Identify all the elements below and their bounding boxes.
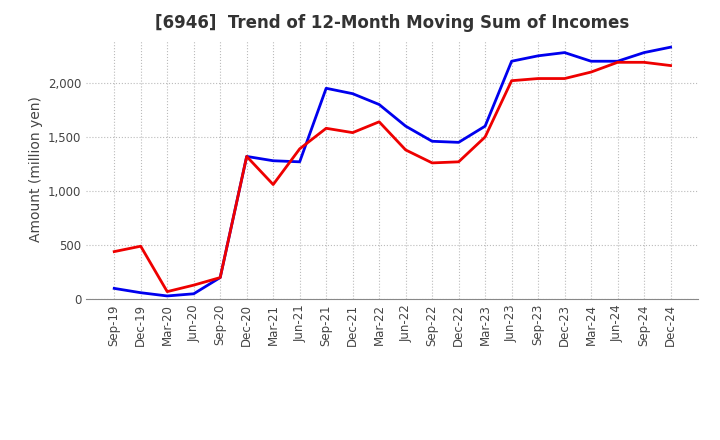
Net Income — [508, 78, 516, 83]
Net Income — [640, 60, 649, 65]
Net Income — [348, 130, 357, 135]
Ordinary Income — [348, 91, 357, 96]
Net Income — [216, 275, 225, 280]
Line: Ordinary Income: Ordinary Income — [114, 47, 670, 296]
Ordinary Income — [163, 293, 171, 299]
Ordinary Income — [640, 50, 649, 55]
Ordinary Income — [136, 290, 145, 295]
Net Income — [163, 289, 171, 294]
Ordinary Income — [613, 59, 622, 64]
Ordinary Income — [534, 53, 542, 59]
Net Income — [587, 70, 595, 75]
Ordinary Income — [322, 86, 330, 91]
Ordinary Income — [269, 158, 277, 163]
Net Income — [401, 147, 410, 153]
Net Income — [189, 282, 198, 288]
Ordinary Income — [666, 44, 675, 50]
Ordinary Income — [560, 50, 569, 55]
Ordinary Income — [243, 154, 251, 159]
Ordinary Income — [587, 59, 595, 64]
Ordinary Income — [295, 159, 304, 165]
Net Income — [534, 76, 542, 81]
Net Income — [269, 182, 277, 187]
Net Income — [428, 160, 436, 165]
Ordinary Income — [401, 124, 410, 129]
Ordinary Income — [189, 291, 198, 297]
Ordinary Income — [375, 102, 384, 107]
Net Income — [110, 249, 119, 254]
Net Income — [136, 244, 145, 249]
Net Income — [666, 63, 675, 68]
Net Income — [481, 134, 490, 139]
Net Income — [375, 119, 384, 125]
Line: Net Income: Net Income — [114, 62, 670, 292]
Net Income — [613, 60, 622, 65]
Ordinary Income — [481, 124, 490, 129]
Title: [6946]  Trend of 12-Month Moving Sum of Incomes: [6946] Trend of 12-Month Moving Sum of I… — [156, 15, 629, 33]
Ordinary Income — [216, 275, 225, 280]
Net Income — [295, 146, 304, 151]
Net Income — [322, 126, 330, 131]
Net Income — [454, 159, 463, 165]
Ordinary Income — [508, 59, 516, 64]
Ordinary Income — [428, 139, 436, 144]
Y-axis label: Amount (million yen): Amount (million yen) — [29, 96, 42, 242]
Net Income — [560, 76, 569, 81]
Ordinary Income — [454, 140, 463, 145]
Ordinary Income — [110, 286, 119, 291]
Net Income — [243, 154, 251, 159]
